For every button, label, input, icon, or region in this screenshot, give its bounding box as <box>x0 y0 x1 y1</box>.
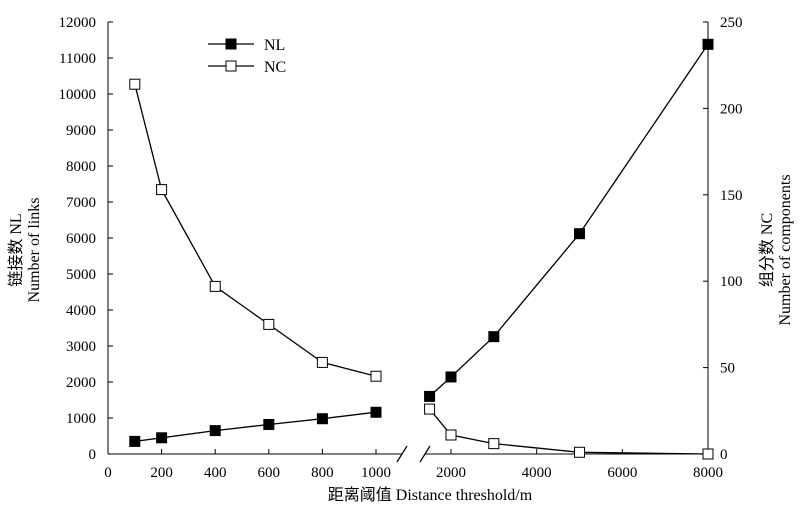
left-y-tick-label: 12000 <box>59 15 97 31</box>
legend-marker <box>225 60 237 72</box>
data-point-nl <box>209 425 221 437</box>
plot-area <box>129 38 714 460</box>
right-y-axis-title: 组分数 NC Number of components <box>758 174 794 325</box>
left-y-tick-label: 11000 <box>59 51 96 67</box>
series-nc <box>129 78 714 460</box>
data-point-nc <box>445 429 457 441</box>
left-y-tick-label: 10000 <box>59 87 97 103</box>
series-line-nl <box>134 411 377 443</box>
x-tick-label: 4000 <box>522 465 552 481</box>
ticks: 0100020003000400050006000700080009000100… <box>59 15 743 481</box>
series-nl <box>129 38 714 447</box>
right-y-tick-label: 250 <box>720 15 743 31</box>
right-y-tick-label: 150 <box>720 188 743 204</box>
data-point-nl <box>488 331 500 343</box>
x-tick-label: 600 <box>258 465 281 481</box>
data-point-nc <box>316 356 328 368</box>
x-tick-label: 400 <box>204 465 227 481</box>
left-y-axis-title-line-2: Number of links <box>26 198 43 303</box>
left-y-tick-label: 4000 <box>66 303 96 319</box>
left-y-tick-label: 8000 <box>66 159 96 175</box>
data-point-nc <box>209 280 221 292</box>
data-point-nc <box>129 78 141 90</box>
data-point-nl <box>263 418 275 430</box>
x-tick-label: 0 <box>104 465 112 481</box>
data-point-nl <box>574 228 585 240</box>
series-line-nc <box>429 408 709 455</box>
data-point-nl <box>424 390 436 402</box>
data-point-nc <box>370 370 382 382</box>
x-tick-label: 2000 <box>436 465 466 481</box>
break-slash-right <box>419 445 431 463</box>
left-y-tick-label: 0 <box>89 447 97 463</box>
series-line-nc <box>134 84 377 377</box>
x-axis-title: 距离阈值 Distance threshold/m <box>328 486 533 504</box>
x-tick-label: 6000 <box>607 465 637 481</box>
right-y-tick-label: 100 <box>720 274 743 290</box>
data-point-nl <box>129 435 141 447</box>
data-point-nc <box>424 403 436 415</box>
left-y-tick-label: 1000 <box>66 411 96 427</box>
data-point-nc <box>702 448 714 460</box>
left-y-tick-label: 5000 <box>66 267 96 283</box>
legend-entry-nl: NL <box>208 37 285 54</box>
legend-label: NL <box>264 37 285 54</box>
legend-entry-nc: NC <box>208 59 286 76</box>
data-point-nl <box>156 432 168 444</box>
x-tick-label: 200 <box>150 465 173 481</box>
data-point-nl <box>316 413 328 425</box>
right-y-axis-title-line-1: 组分数 NC <box>758 213 776 287</box>
left-y-axis-title: 链接数 NL Number of links <box>7 198 43 303</box>
legend-marker <box>225 38 237 50</box>
right-y-tick-label: 50 <box>720 361 735 377</box>
x-tick-label: 800 <box>311 465 334 481</box>
left-y-tick-label: 6000 <box>66 231 96 247</box>
data-point-nc <box>263 318 275 330</box>
x-tick-label: 8000 <box>693 465 723 481</box>
data-point-nl <box>702 38 714 50</box>
right-y-tick-label: 0 <box>720 447 728 463</box>
legend-label: NC <box>264 59 286 76</box>
legend: NL NC <box>208 37 286 76</box>
left-y-tick-label: 3000 <box>66 339 96 355</box>
data-point-nl <box>445 371 457 383</box>
left-y-tick-label: 2000 <box>66 375 96 391</box>
right-y-tick-label: 200 <box>720 101 743 117</box>
right-y-axis-title-line-2: Number of components <box>777 174 794 325</box>
x-tick-label: 1000 <box>361 465 391 481</box>
data-point-nc <box>488 438 500 450</box>
data-point-nc <box>574 446 585 458</box>
data-point-nc <box>156 184 168 196</box>
series-line-nl <box>429 43 709 397</box>
left-y-axis-title-line-1: 链接数 NL <box>7 213 25 286</box>
axes <box>107 22 709 463</box>
data-point-nl <box>370 406 382 418</box>
break-slash-left <box>396 445 408 463</box>
left-y-tick-label: 7000 <box>66 195 96 211</box>
x-axis-break-mark <box>396 445 431 463</box>
left-y-tick-label: 9000 <box>66 123 96 139</box>
